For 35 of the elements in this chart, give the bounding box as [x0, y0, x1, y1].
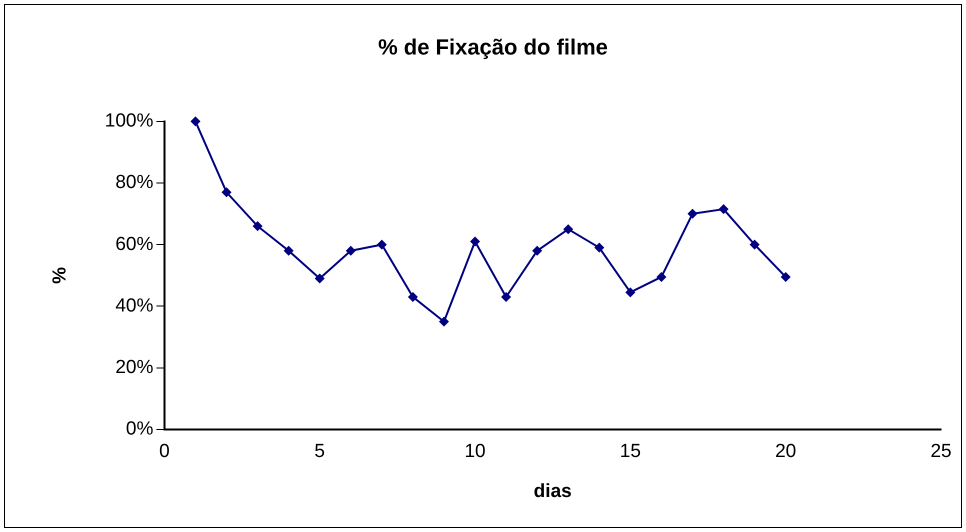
point: [501, 292, 512, 302]
point: [470, 236, 480, 247]
x-tick-label: 10: [464, 441, 486, 462]
point: [656, 272, 666, 282]
y-tick-label: 0%: [126, 418, 154, 440]
y-axis-title: %: [50, 266, 71, 284]
point: [190, 116, 200, 126]
point: [376, 240, 387, 250]
y-tick-label: 100%: [104, 110, 154, 132]
point: [408, 292, 418, 302]
y-tick-label: 40%: [115, 295, 154, 316]
x-axis-title: dias: [534, 480, 572, 502]
x-tick-label: 5: [314, 441, 326, 462]
point: [284, 246, 294, 256]
x-tick-label: 20: [775, 441, 796, 462]
point: [687, 208, 698, 219]
x-tick-label: 0: [159, 441, 170, 462]
point: [532, 246, 542, 256]
point: [750, 240, 760, 250]
point: [625, 287, 636, 298]
y-tick-label: 80%: [115, 172, 154, 194]
point: [314, 273, 325, 284]
x-tick-label: 15: [620, 441, 641, 462]
y-tick-label: 20%: [115, 357, 154, 378]
point: [222, 187, 232, 198]
chart-title: % de Fixação do filme: [378, 34, 608, 60]
y-tick-label: 60%: [115, 234, 154, 255]
point: [780, 272, 791, 282]
x-tick-label: 25: [930, 441, 952, 462]
point: [563, 224, 574, 234]
point: [594, 242, 604, 253]
point: [438, 316, 449, 327]
point: [252, 221, 263, 232]
point: [718, 204, 729, 214]
point: [346, 246, 356, 256]
